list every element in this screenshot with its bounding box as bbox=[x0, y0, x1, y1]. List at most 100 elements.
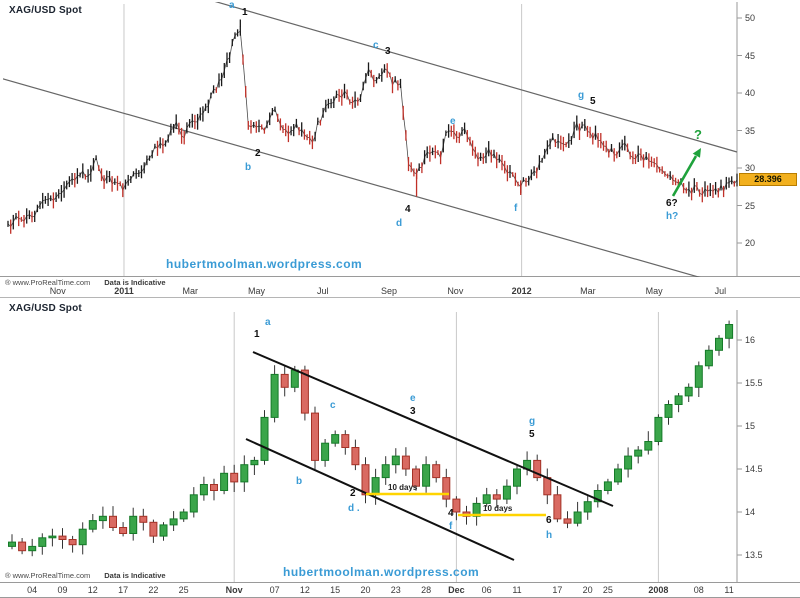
candle bbox=[179, 508, 188, 522]
ten-day-label[interactable]: 10 days bbox=[483, 504, 513, 513]
candle bbox=[482, 487, 491, 507]
annotation-3[interactable]: 3 bbox=[410, 406, 416, 417]
time-axis-label: 22 bbox=[148, 585, 159, 595]
price-axis-label: 20 bbox=[745, 238, 756, 248]
annotation-d[interactable]: d . bbox=[348, 503, 360, 514]
annotation-g[interactable]: g bbox=[529, 416, 536, 427]
ten-day-label[interactable]: 10 days bbox=[388, 483, 418, 492]
annotation-f[interactable]: f bbox=[449, 521, 453, 532]
time-axis-label: 17 bbox=[552, 585, 563, 595]
candle bbox=[472, 497, 481, 526]
annotation-2[interactable]: 2 bbox=[255, 148, 261, 159]
time-axis-label: 08 bbox=[693, 585, 704, 595]
candle bbox=[38, 533, 47, 555]
annotation-h[interactable]: h bbox=[546, 530, 553, 541]
annotation-6[interactable]: 6 bbox=[546, 515, 552, 526]
annotation-4[interactable]: 4 bbox=[448, 508, 454, 519]
annotation-3[interactable]: 3 bbox=[385, 46, 391, 57]
provider-credit: ® www.ProRealTime.com bbox=[5, 571, 91, 580]
weekly-chart-canvas[interactable] bbox=[0, 0, 800, 297]
watermark-text: hubertmoolman.wordpress.com bbox=[283, 565, 480, 579]
time-axis-label: Nov bbox=[447, 286, 464, 296]
forecast-arrow[interactable] bbox=[671, 155, 698, 197]
annotation-a[interactable]: a bbox=[229, 0, 235, 11]
annotation-5[interactable]: 5 bbox=[590, 96, 596, 107]
price-series-bars bbox=[7, 19, 738, 234]
candle bbox=[321, 439, 330, 467]
time-axis-label: 11 bbox=[724, 585, 734, 595]
instrument-title-weekly[interactable]: XAG/USD Spot bbox=[9, 5, 82, 16]
time-axis-label: 25 bbox=[602, 585, 613, 595]
candle bbox=[149, 519, 158, 543]
annotation-d[interactable]: d bbox=[396, 218, 403, 229]
price-axis-label: 14 bbox=[745, 507, 756, 517]
time-axis-label: 20 bbox=[582, 585, 593, 595]
annotation-6[interactable]: 6? bbox=[666, 198, 678, 209]
time-axis-label: May bbox=[248, 286, 266, 296]
price-axis-label: 15.5 bbox=[745, 378, 763, 388]
candle bbox=[68, 535, 77, 553]
candle bbox=[603, 478, 612, 495]
price-axis-label: 16 bbox=[745, 335, 756, 345]
annotation-a[interactable]: a bbox=[265, 317, 271, 328]
daily-chart-panel: 16 15.5 15 14.5 14 13.5 04 09 12 17 22 25 Nov 07 12 15 2… bbox=[0, 298, 800, 597]
candle bbox=[644, 431, 653, 455]
annotation-e[interactable]: e bbox=[450, 116, 456, 127]
annotation-e[interactable]: e bbox=[410, 393, 416, 404]
candle bbox=[674, 393, 683, 413]
time-axis-label: Mar bbox=[580, 286, 596, 296]
price-axis-label: 50 bbox=[745, 13, 756, 23]
candle bbox=[361, 457, 370, 504]
annotation-2[interactable]: 2 bbox=[350, 488, 356, 499]
daily-chart-canvas[interactable] bbox=[0, 298, 800, 597]
candle bbox=[502, 479, 511, 504]
time-axis-label: 09 bbox=[57, 585, 68, 595]
candle bbox=[280, 366, 289, 397]
candle bbox=[563, 511, 572, 529]
annotation-1[interactable]: 1 bbox=[254, 329, 260, 340]
provider-credit: ® www.ProRealTime.com bbox=[5, 278, 91, 287]
time-axis-label: Sep bbox=[381, 286, 398, 296]
annotation-g[interactable]: g bbox=[578, 90, 585, 101]
candle bbox=[230, 464, 239, 492]
price-axis-label: 14.5 bbox=[745, 464, 763, 474]
annotation-b[interactable]: b bbox=[296, 476, 303, 487]
annotation-1[interactable]: 1 bbox=[242, 7, 248, 18]
candle bbox=[220, 465, 229, 495]
price-axis-label: 25 bbox=[745, 200, 756, 211]
watermark-text: hubertmoolman.wordpress.com bbox=[166, 257, 363, 271]
forecast-arrow-head bbox=[692, 148, 701, 158]
annotation-[interactable]: ? bbox=[694, 127, 702, 142]
time-axis-label: 17 bbox=[118, 585, 129, 595]
candle bbox=[109, 506, 117, 531]
time-axis-label: 28 bbox=[421, 585, 432, 595]
time-axis-label: Mar bbox=[182, 286, 199, 296]
annotation-h[interactable]: h? bbox=[666, 211, 679, 222]
candle bbox=[715, 335, 723, 356]
annotation-c[interactable]: c bbox=[373, 40, 379, 51]
candle bbox=[351, 439, 360, 471]
time-axis-label: 25 bbox=[178, 585, 189, 595]
candle bbox=[119, 522, 128, 537]
candle bbox=[654, 414, 663, 446]
annotation-4[interactable]: 4 bbox=[405, 204, 411, 215]
candle bbox=[98, 506, 107, 529]
candle bbox=[553, 486, 562, 523]
candle bbox=[583, 494, 592, 520]
weekly-chart-panel: 50 45 40 35 30 25 20 Nov 2011 Mar May Jul Sep Nov 2012… bbox=[0, 0, 800, 298]
trendline-upper[interactable] bbox=[210, 0, 738, 153]
channel-line-lower[interactable] bbox=[245, 438, 515, 561]
annotation-f[interactable]: f bbox=[514, 203, 518, 214]
time-axis-label: Jul bbox=[714, 286, 727, 296]
channel-line-upper[interactable] bbox=[252, 351, 614, 507]
indicative-note: Data is Indicative bbox=[104, 571, 166, 580]
price-axis-label: 45 bbox=[745, 50, 756, 61]
instrument-title-daily[interactable]: XAG/USD Spot bbox=[9, 303, 82, 314]
annotation-c[interactable]: c bbox=[330, 400, 336, 411]
trendline-lower[interactable] bbox=[0, 78, 730, 286]
candle bbox=[189, 487, 198, 518]
annotation-b[interactable]: b bbox=[245, 162, 252, 173]
annotation-5[interactable]: 5 bbox=[529, 429, 535, 440]
time-axis-label: 20 bbox=[360, 585, 371, 595]
price-axis-label: 15 bbox=[745, 421, 756, 431]
